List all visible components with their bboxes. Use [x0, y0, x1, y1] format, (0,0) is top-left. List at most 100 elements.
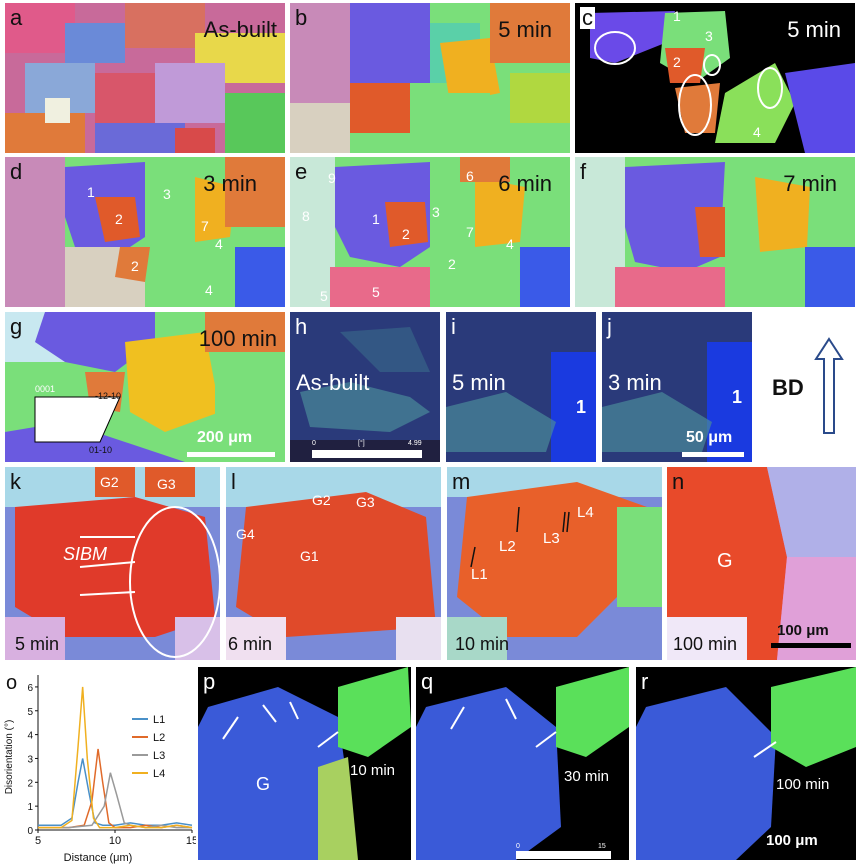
line-label: L4 — [577, 504, 594, 521]
ebsd-map-3min — [5, 157, 285, 307]
colorbar-min: 0 — [516, 843, 520, 850]
x-tick-label: 5 — [35, 835, 41, 847]
scale-label: 50 μm — [686, 429, 733, 446]
kam-map-3min — [602, 312, 752, 462]
grain-label: G2 — [100, 474, 119, 490]
grain-number: 7 — [201, 218, 209, 234]
panel-q: q 30 min 0 15 — [416, 667, 629, 860]
grain-label: G3 — [356, 494, 375, 510]
bd-label: BD — [772, 375, 804, 400]
panel-k: k G2 G3 SIBM 5 min — [5, 467, 220, 660]
panel-time: 7 min — [783, 171, 837, 196]
grain-number: 9 — [328, 170, 336, 186]
panel-label: p — [203, 669, 216, 694]
grain-number: 1 — [732, 387, 743, 407]
panel-time: 10 min — [455, 634, 510, 654]
colorbar-max: 15 — [598, 843, 606, 850]
scale-bar — [682, 452, 744, 457]
panel-d: d 3 min 1 2 3 7 4 2 4 — [5, 157, 285, 307]
series-line-l3 — [38, 772, 192, 829]
panel-time: 6 min — [228, 634, 273, 654]
grain-number: 4 — [205, 282, 213, 298]
legend-label: L2 — [153, 732, 165, 744]
panel-b: b 5 min — [290, 3, 570, 153]
grain-label: G4 — [236, 526, 255, 542]
grain-number: 3 — [163, 186, 171, 202]
grain-number: 2 — [673, 54, 681, 70]
panel-time: 5 min — [787, 17, 841, 42]
panel-time: As-built — [203, 17, 277, 42]
panel-label: c — [580, 5, 595, 30]
grain-number: 5 — [372, 284, 380, 300]
grain-number: 8 — [302, 208, 310, 224]
panel-label: o — [6, 672, 17, 694]
colorbar-max: 4.99 — [408, 440, 422, 447]
grain-label: G1 — [300, 548, 319, 564]
legend-label: L1 — [153, 714, 165, 726]
grain-number: 1 — [372, 211, 380, 227]
panel-h: h As-built 0 [°] 4.99 — [290, 312, 440, 462]
panel-c: c 5 min 1 2 3 4 — [575, 3, 855, 153]
panel-time: 10 min — [350, 762, 396, 779]
y-tick-label: 1 — [27, 802, 33, 813]
y-axis-label: Disorientation (°) — [4, 720, 15, 795]
grain-number: 3 — [705, 28, 713, 44]
ebsd-map-100min-g — [667, 467, 856, 660]
panel-l: l G2 G3 G4 G1 6 min — [226, 467, 441, 660]
grain-number: 1 — [576, 397, 587, 417]
y-tick-label: 6 — [27, 683, 33, 694]
ebsd-map-ipf-30min — [416, 667, 629, 860]
panel-n: n G 100 min 100 μm — [667, 467, 856, 660]
grain-label: G2 — [312, 492, 331, 508]
series-line-l1 — [38, 758, 193, 826]
panel-label: g — [10, 314, 23, 339]
ebsd-map-10min — [447, 467, 662, 660]
panel-f: f 7 min — [575, 157, 855, 307]
scale-label: 200 μm — [197, 429, 253, 446]
ebsd-map-ipf-10min — [198, 667, 411, 860]
build-direction-indicator: BD — [770, 335, 850, 445]
kam-map-5min — [446, 312, 596, 462]
ebsd-map-isolated-grains — [590, 11, 855, 153]
grain-number: 3 — [432, 204, 440, 220]
panel-p: p G 10 min — [198, 667, 411, 860]
panel-time: 5 min — [452, 370, 506, 395]
panel-label: k — [10, 469, 21, 494]
panel-label: i — [451, 314, 456, 339]
grain-label: G3 — [157, 476, 176, 492]
legend-label: L4 — [153, 768, 165, 780]
y-tick-label: 2 — [27, 778, 33, 789]
panel-e: e 6 min 9 8 1 6 2 3 7 4 2 5 5 — [290, 157, 570, 307]
panel-time: 3 min — [203, 171, 257, 196]
panel-time: 100 min — [198, 326, 277, 351]
scale-label: 100 μm — [777, 622, 829, 639]
grain-label: G — [717, 550, 733, 572]
colorbar-unit: [°] — [358, 440, 365, 447]
grain-number: 4 — [215, 236, 223, 252]
ebsd-map-as-built — [5, 3, 285, 153]
line-label: L3 — [543, 530, 560, 547]
panel-j: j 3 min 1 50 μm — [602, 312, 752, 462]
panel-time: 5 min — [498, 17, 552, 42]
panel-time: 6 min — [498, 171, 552, 196]
grain-number: 2 — [402, 226, 410, 242]
panel-i: i 5 min 1 — [446, 312, 596, 462]
panel-label: e — [295, 159, 308, 184]
panel-g: g 100 min 0001 -12-10 01-10 200 μm — [5, 312, 285, 462]
grain-number: 6 — [466, 168, 474, 184]
grain-number: 5 — [320, 288, 328, 304]
grain-label: G — [256, 774, 271, 794]
legend-label-top: 0001 — [35, 384, 56, 394]
panel-time: As-built — [296, 370, 370, 395]
series-line-l4 — [38, 686, 193, 829]
kam-map-as-built — [290, 312, 440, 462]
panel-time: 30 min — [564, 768, 610, 785]
panel-a: a As-built — [5, 3, 285, 153]
panel-label: m — [452, 469, 471, 494]
panel-label: h — [295, 314, 308, 339]
arrow-up-icon — [814, 337, 844, 434]
scale-bar — [187, 452, 275, 457]
panel-label: r — [641, 669, 649, 694]
x-axis-label: Distance (μm) — [64, 852, 133, 864]
grain-number: 4 — [753, 124, 761, 140]
